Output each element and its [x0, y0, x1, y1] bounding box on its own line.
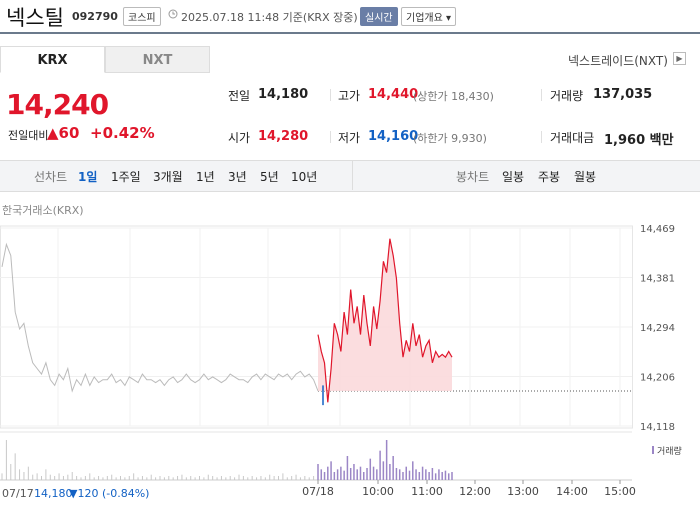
quote-time: 2025.07.18 11:48 기준(KRX 장중) [181, 11, 358, 24]
lower-limit: (하한가 9,930) [413, 132, 487, 145]
y-tick-label: 14,381 [640, 274, 675, 285]
low-label: 저가 [338, 131, 361, 145]
amount-value: 1,960 백만 [604, 133, 674, 148]
volume-label: 거래량 [550, 89, 584, 103]
period-10y[interactable]: 10년 [291, 170, 318, 184]
prev-day-line [1, 242, 319, 393]
amount-label: 거래대금 [550, 131, 595, 145]
x-tick-label: 13:00 [507, 485, 539, 498]
period-1d[interactable]: 1일 [78, 170, 98, 184]
x-tick-label: 07/18 [302, 485, 334, 498]
change-label: 전일대비 [8, 129, 49, 142]
x-tick-label: 14:00 [556, 485, 588, 498]
upper-limit: (상한가 18,430) [413, 90, 494, 103]
low-value: 14,160 [368, 129, 419, 144]
volume-legend: 거래량 [652, 444, 682, 457]
line-chart-label: 선차트 [34, 170, 68, 184]
market-badge: 코스피 [123, 7, 161, 26]
x-tick-label: 11:00 [411, 485, 443, 498]
period-1w[interactable]: 1주일 [111, 170, 141, 184]
chart-caption: 한국거래소(KRX) [2, 204, 84, 217]
volume-value: 137,035 [593, 87, 653, 102]
open-label: 시가 [228, 131, 251, 145]
y-tick-label: 14,118 [640, 422, 675, 433]
change-percent: +0.42% [90, 124, 155, 142]
current-price: 14,240 [6, 88, 109, 121]
stat-divider [330, 89, 331, 101]
period-3m[interactable]: 3개월 [153, 170, 183, 184]
header-divider [0, 32, 700, 34]
open-value: 14,280 [258, 129, 309, 144]
price-chart: 14,469 14,381 14,294 14,206 14,118 07/18 10:00… [0, 224, 675, 498]
high-label: 고가 [338, 89, 361, 103]
volume-legend-swatch [652, 446, 654, 454]
candle-chart-label: 봉차트 [456, 170, 490, 184]
y-tick-label: 14,469 [640, 224, 675, 235]
period-toolbar [0, 160, 700, 192]
stock-name: 넥스틸 [6, 6, 64, 30]
stock-code: 092790 [72, 10, 118, 23]
prev-day-close: 14,180 [34, 487, 73, 500]
period-5y[interactable]: 5년 [260, 170, 279, 184]
period-1y[interactable]: 1년 [196, 170, 215, 184]
high-value: 14,440 [368, 87, 419, 102]
y-tick-label: 14,206 [640, 373, 675, 384]
prev-close-label: 전일 [228, 89, 251, 103]
x-tick-label: 12:00 [459, 485, 491, 498]
x-tick-label: 15:00 [604, 485, 636, 498]
x-tick-label: 10:00 [362, 485, 394, 498]
candle-monthly[interactable]: 월봉 [574, 170, 597, 184]
prev-day-date: 07/17 [2, 487, 34, 500]
chevron-right-icon[interactable]: ▶ [673, 52, 686, 65]
realtime-button[interactable]: 실시간 [360, 7, 398, 26]
today-area [318, 238, 452, 403]
period-3y[interactable]: 3년 [228, 170, 247, 184]
change-value: ▲60 [47, 124, 80, 142]
prev-day-change: ▼120 (-0.84%) [69, 487, 150, 500]
volume-legend-label: 거래량 [657, 447, 682, 457]
exchange-tabs: KRX NXT [0, 46, 210, 73]
y-tick-label: 14,294 [640, 323, 675, 334]
stat-divider [330, 131, 331, 143]
stat-divider [541, 89, 542, 101]
tab-nxt[interactable]: NXT [105, 46, 210, 73]
candle-weekly[interactable]: 주봉 [538, 170, 561, 184]
toolbar-divider [352, 161, 353, 190]
today-line [317, 238, 453, 403]
company-overview-dropdown[interactable]: 기업개요 ▾ [401, 7, 456, 26]
candle-daily[interactable]: 일봉 [502, 170, 525, 184]
tab-krx[interactable]: KRX [0, 46, 105, 73]
prev-close-value: 14,180 [258, 87, 309, 102]
clock-icon [168, 9, 178, 19]
nxt-link[interactable]: 넥스트레이드(NXT) [568, 54, 668, 68]
stat-divider [541, 131, 542, 143]
